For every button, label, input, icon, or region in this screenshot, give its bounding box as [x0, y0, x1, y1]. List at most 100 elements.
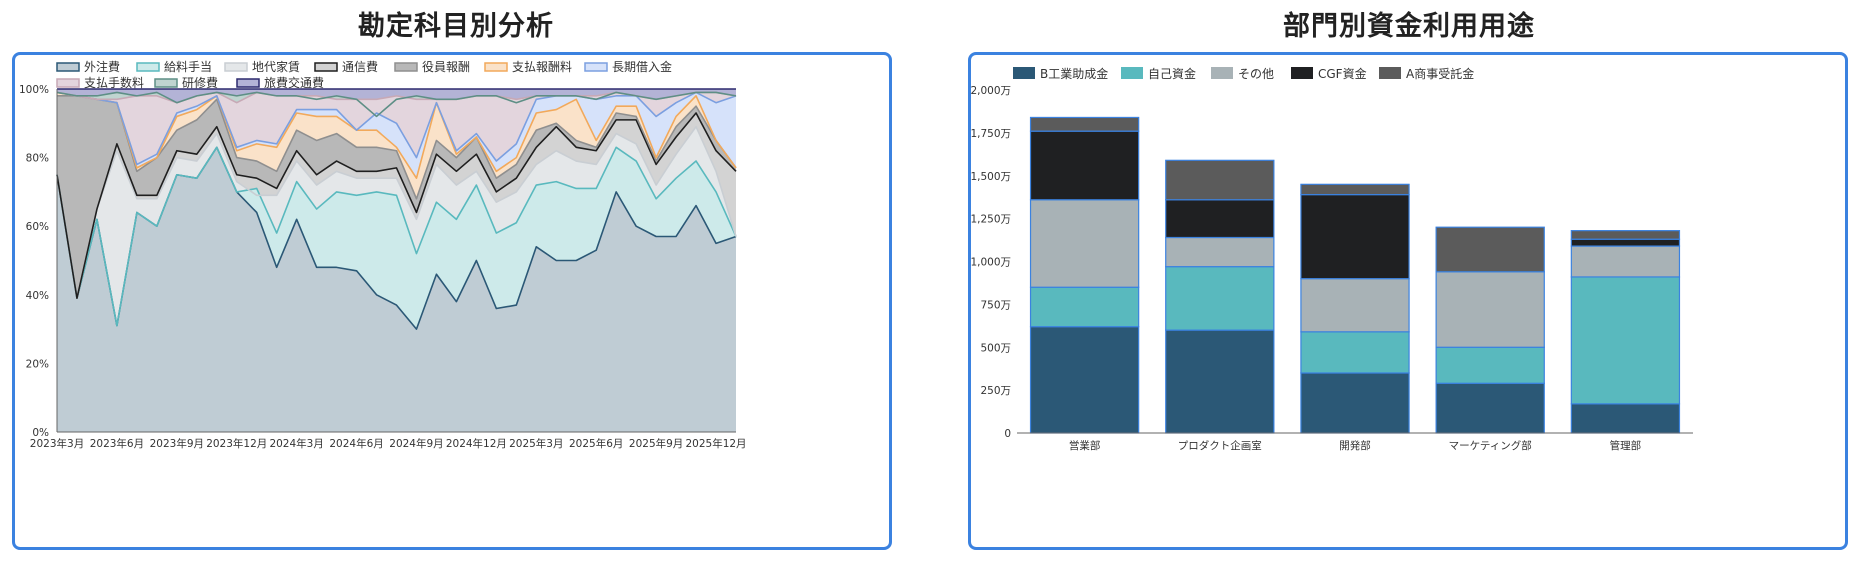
legend-swatch	[154, 78, 178, 88]
x-tick-label: 2025年3月	[509, 437, 563, 450]
bar-segment	[1029, 199, 1140, 288]
bar-segment	[1435, 271, 1545, 348]
y-tick-label: 500万	[980, 342, 1011, 354]
x-tick-label: 2024年3月	[269, 437, 323, 450]
x-tick-label: 2025年12月	[685, 437, 746, 450]
left-chart-card: 外注費 給料手当 地代家賃 通信費 役員報酬 支払報酬料 長期借入金支払手数料 研修費 旅費交通…	[12, 52, 892, 550]
legend-label: 通信費	[342, 59, 378, 74]
x-tick-label: 2024年6月	[329, 437, 383, 450]
legend-label: 地代家賃	[252, 59, 300, 74]
x-tick-label: 2025年9月	[629, 437, 683, 450]
right-chart-title: 部門別資金利用用途	[1283, 11, 1535, 42]
legend-label: 旅費交通費	[264, 75, 324, 90]
legend-swatch	[1379, 67, 1401, 79]
y-tick-label: 80%	[26, 153, 49, 165]
legend-label: 役員報酬	[422, 59, 470, 74]
bar-segment	[1300, 183, 1410, 196]
legend-label: 支払手数料	[84, 75, 144, 90]
legend-swatch	[484, 62, 508, 72]
legend-label: 給料手当	[164, 60, 212, 74]
bar-segment	[1300, 194, 1410, 280]
y-tick-label: 250万	[980, 385, 1011, 397]
y-tick-label: 750万	[980, 299, 1011, 311]
series-line-4	[56, 112, 737, 300]
x-tick-label: 2024年12月	[446, 437, 507, 450]
x-tick-label: 営業部	[1069, 439, 1101, 452]
stacked-bar-chart: B工業助成金 自己資金 その他 CGF資金 A商事受託金 0 250万 500万 750万 1,0…	[970, 66, 1693, 452]
legend-swatch	[56, 78, 80, 88]
legend-swatch	[584, 62, 608, 72]
y-tick-label: 1,000万	[971, 257, 1011, 269]
legend-label: 支払報酬料	[512, 60, 572, 74]
bar-segment	[1165, 266, 1275, 331]
area-1	[57, 147, 736, 432]
y-tick-label: 60%	[26, 221, 49, 233]
bar-segment	[1435, 382, 1545, 434]
bar-segment	[1570, 276, 1681, 405]
legend-label: CGF資金	[1318, 66, 1367, 81]
bar-segment	[1165, 236, 1275, 268]
bar-segment	[1029, 130, 1140, 201]
bar-segment	[1570, 403, 1681, 434]
bar-segment	[1165, 199, 1275, 239]
legend-swatch	[314, 62, 338, 72]
bar-segment	[1029, 116, 1140, 132]
legend-label: その他	[1238, 67, 1274, 81]
right-chart-card: B工業助成金 自己資金 その他 CGF資金 A商事受託金 0 250万 500万 750万 1,0…	[968, 52, 1848, 550]
bar-segment	[1300, 278, 1410, 333]
x-tick-label: 2025年6月	[569, 437, 623, 450]
y-tick-label: 0	[1004, 428, 1011, 440]
legend-label: A商事受託金	[1406, 66, 1474, 81]
bar-segment	[1570, 238, 1681, 247]
y-tick-label: 1,500万	[971, 171, 1011, 183]
x-tick-label: マーケティング部	[1449, 439, 1532, 452]
bar-segment	[1300, 372, 1410, 434]
legend-swatch	[236, 78, 260, 88]
y-tick-label: 40%	[26, 290, 49, 302]
series-line-5	[57, 95, 737, 200]
y-tick-label: 1,750万	[971, 128, 1011, 140]
bar-segment	[1029, 326, 1140, 434]
x-tick-label: 2023年3月	[30, 437, 84, 450]
legend-label: 研修費	[182, 75, 218, 90]
bar-segment	[1300, 331, 1410, 374]
y-tick-label: 0%	[32, 427, 49, 439]
bar-segment	[1570, 245, 1681, 278]
y-tick-label: 100%	[19, 84, 49, 96]
legend-swatch	[1291, 67, 1313, 79]
legend-label: 自己資金	[1148, 66, 1196, 81]
bar-segment	[1165, 159, 1275, 201]
legend-label: B工業助成金	[1040, 66, 1108, 81]
bar-segment	[1029, 286, 1140, 328]
legend-swatch	[136, 62, 160, 72]
legend-swatch	[56, 62, 80, 72]
y-tick-label: 1,250万	[971, 214, 1011, 226]
legend-swatch	[394, 62, 418, 72]
y-tick-label: 2,000万	[971, 85, 1011, 97]
x-tick-label: 管理部	[1610, 439, 1642, 452]
x-tick-label: 2024年9月	[389, 437, 443, 450]
series-line-3	[56, 125, 737, 300]
legend-swatch	[1121, 67, 1143, 79]
x-tick-label: 2023年9月	[150, 437, 204, 450]
y-tick-label: 20%	[26, 358, 49, 370]
x-tick-label: プロダクト企画室	[1178, 439, 1262, 452]
left-chart-title: 勘定科目別分析	[358, 11, 554, 42]
legend-swatch	[1211, 67, 1233, 79]
x-tick-label: 2023年6月	[90, 437, 144, 450]
legend-swatch	[224, 62, 248, 72]
x-tick-label: 2023年12月	[206, 437, 267, 450]
series-line-2	[56, 146, 737, 327]
bar-segment	[1570, 230, 1681, 240]
series-line-7	[56, 91, 737, 166]
legend-label: 長期借入金	[612, 59, 672, 74]
series-line-9	[56, 91, 737, 118]
bar-segment	[1435, 226, 1545, 273]
x-tick-label: 開発部	[1339, 439, 1371, 452]
legend-label: 外注費	[84, 59, 120, 74]
series-line-6	[56, 91, 737, 179]
bar-segment	[1165, 329, 1275, 434]
legend-swatch	[1013, 67, 1035, 79]
bar-segment	[1435, 346, 1545, 384]
